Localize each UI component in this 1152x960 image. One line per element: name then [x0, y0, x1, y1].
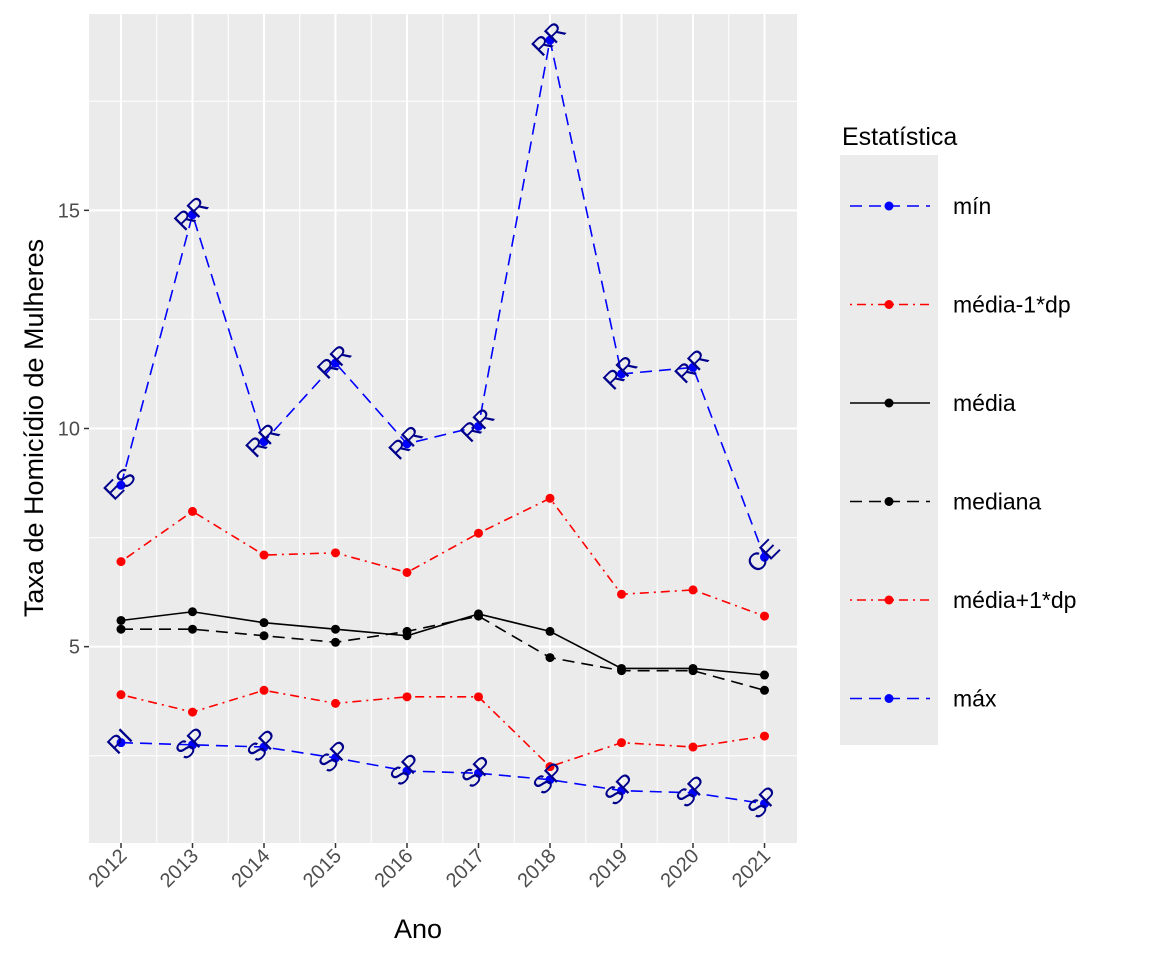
legend-label: mín: [953, 193, 991, 219]
data-point: [331, 624, 340, 634]
data-point: [259, 685, 269, 695]
legend-key-background: [840, 155, 938, 745]
data-point: [688, 666, 698, 676]
data-point: [474, 611, 483, 621]
legend-key-point: [884, 694, 894, 703]
data-point: [331, 753, 340, 763]
data-point: [188, 624, 197, 634]
data-point: [402, 626, 412, 636]
legend-label: mediana: [953, 489, 1041, 515]
y-axis-title: Taxa de Homicídio de Mulheres: [19, 239, 49, 617]
data-point: [188, 707, 197, 717]
data-point: [474, 421, 483, 431]
data-point: [331, 698, 340, 708]
data-point: [760, 799, 769, 809]
data-point: [116, 738, 126, 748]
data-point: [617, 738, 626, 748]
series-line: [120, 610, 765, 676]
data-point: [760, 611, 769, 621]
series-line: [120, 497, 765, 617]
legend-key-point: [884, 398, 894, 408]
data-point: [688, 742, 698, 752]
x-tick-label: 2015: [299, 845, 346, 892]
data-point: [617, 589, 626, 599]
data-point: [545, 35, 555, 45]
data-point: [259, 437, 269, 447]
data-point: [545, 775, 555, 785]
data-point: [474, 692, 483, 702]
data-point: [402, 766, 412, 776]
legend-key-point: [884, 201, 894, 211]
x-tick-label: 2013: [156, 845, 203, 892]
legend-key-point: [884, 300, 894, 309]
x-axis-title: Ano: [394, 914, 442, 944]
data-point: [617, 786, 626, 796]
data-point: [545, 762, 555, 772]
legend-key-point: [884, 595, 894, 605]
series-2: [116, 607, 769, 680]
y-tick-label: 5: [69, 637, 80, 659]
data-point: [402, 692, 412, 702]
data-point: [474, 528, 483, 538]
legend-label: média: [953, 390, 1016, 416]
x-tick-label: 2019: [585, 845, 632, 892]
data-point: [545, 626, 555, 636]
x-tick-label: 2018: [514, 845, 561, 892]
x-tick-label: 2021: [728, 845, 775, 892]
legend: Estatística mín média-1*dp média mediana méd…: [840, 123, 1076, 745]
data-point: [402, 439, 412, 449]
legend-label: média-1*dp: [953, 292, 1071, 318]
legend-title: Estatística: [842, 123, 957, 151]
legend-label: máx: [953, 686, 997, 712]
data-point: [259, 631, 269, 641]
series-line: [120, 40, 766, 558]
data-point: [116, 480, 126, 490]
series-3: [116, 611, 769, 695]
data-point: [688, 362, 698, 372]
data-point: [331, 637, 340, 647]
x-tick-label: 2014: [228, 845, 275, 892]
data-point: [331, 548, 340, 558]
x-tick-label: 2017: [442, 845, 489, 892]
data-point: [116, 690, 126, 700]
data-point: [474, 768, 483, 778]
data-point: [760, 670, 769, 680]
x-tick-label: 2012: [85, 845, 132, 892]
data-point: [188, 506, 197, 516]
y-tick-label: 10: [58, 419, 80, 441]
data-point: [188, 210, 197, 220]
data-point: [402, 567, 412, 577]
data-point: [760, 552, 769, 562]
x-tick-label: 2020: [657, 845, 704, 892]
data-point: [617, 666, 626, 676]
data-point: [116, 624, 126, 634]
series-4: [116, 685, 769, 772]
legend-label: média+1*dp: [953, 587, 1076, 613]
x-axis: 2012 2013 2014 2015 2016 2017 2018 2019 2020 2021: [85, 843, 775, 892]
series-line: [120, 689, 765, 768]
data-point: [259, 618, 269, 628]
data-point: [331, 358, 340, 368]
series-line: [121, 615, 765, 692]
data-point: [259, 742, 269, 752]
data-point: [617, 369, 626, 379]
data-point: [259, 550, 269, 560]
data-point: [688, 585, 698, 595]
series-1: [116, 493, 769, 621]
data-point: [545, 653, 555, 663]
data-point: [188, 607, 197, 617]
data-point: [760, 731, 769, 741]
data-point: [760, 685, 769, 695]
y-axis: 5 10 15: [58, 200, 89, 659]
data-point: [188, 740, 197, 750]
legend-key-point: [884, 497, 894, 506]
data-point: [545, 493, 555, 503]
data-point: [116, 615, 126, 625]
data-point: [116, 557, 126, 567]
data-point: [688, 788, 698, 798]
y-tick-label: 15: [58, 200, 80, 222]
series-line: [120, 741, 765, 805]
x-tick-label: 2016: [371, 845, 418, 892]
